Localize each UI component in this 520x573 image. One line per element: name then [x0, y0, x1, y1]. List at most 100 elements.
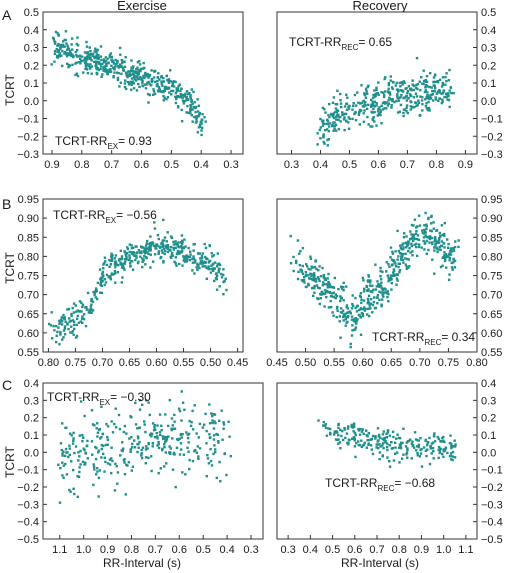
correlation-annotation: TCRT-RREX= −0.56: [53, 208, 157, 225]
data-point: [96, 467, 99, 470]
y-tick-label: −0.4: [17, 517, 39, 529]
data-point: [308, 277, 311, 280]
data-point: [186, 446, 189, 450]
data-point: [104, 443, 108, 447]
data-point: [426, 85, 429, 88]
data-point: [429, 445, 432, 448]
data-point: [342, 319, 345, 322]
data-point: [119, 53, 122, 56]
data-point: [177, 241, 180, 244]
data-point: [436, 250, 439, 254]
y-tick-label: 0.55: [481, 347, 502, 359]
data-point: [392, 269, 396, 273]
data-point: [354, 118, 358, 122]
data-point: [421, 229, 424, 232]
data-point: [114, 407, 117, 410]
data-point: [369, 125, 372, 128]
data-point: [105, 263, 109, 267]
data-point: [222, 421, 225, 424]
data-point: [61, 461, 64, 464]
y-tick-label: 0.65: [481, 309, 502, 321]
data-point: [110, 471, 113, 475]
x-tick-label: 0.8: [392, 544, 407, 556]
data-point: [451, 450, 455, 454]
data-point: [321, 290, 324, 293]
data-point: [402, 80, 405, 83]
data-point: [127, 70, 130, 73]
data-point: [108, 54, 111, 57]
data-point: [423, 228, 426, 232]
data-point: [354, 455, 357, 459]
data-point: [173, 427, 177, 430]
data-point: [222, 268, 225, 271]
data-point: [111, 58, 114, 61]
data-point: [396, 229, 399, 233]
x-tick-label: 0.9: [44, 159, 59, 171]
data-point: [123, 268, 126, 271]
data-point: [214, 261, 217, 264]
data-point: [378, 443, 381, 446]
data-point: [372, 103, 375, 107]
data-point: [381, 437, 384, 440]
data-point: [381, 298, 384, 301]
data-point: [440, 92, 443, 95]
data-point: [396, 258, 399, 261]
data-point: [373, 110, 376, 114]
data-point: [398, 443, 402, 446]
data-point: [96, 470, 99, 473]
data-point: [396, 279, 399, 282]
data-point: [430, 241, 434, 244]
data-point: [323, 108, 326, 111]
data-point: [326, 286, 329, 289]
data-point: [61, 454, 64, 457]
data-point: [96, 435, 99, 438]
data-point: [447, 278, 451, 282]
data-point: [68, 53, 71, 56]
data-point: [220, 409, 223, 412]
data-point: [444, 446, 447, 449]
data-point: [347, 438, 351, 441]
data-point: [126, 246, 129, 249]
data-point: [175, 89, 179, 93]
data-point: [213, 279, 216, 283]
data-point: [360, 301, 363, 304]
data-point: [52, 324, 55, 328]
data-point: [422, 446, 426, 449]
data-point: [189, 250, 192, 253]
data-point: [176, 87, 180, 90]
data-point: [67, 307, 71, 311]
data-point: [220, 276, 224, 279]
data-point: [182, 255, 185, 258]
data-point: [351, 437, 354, 440]
data-point: [415, 449, 418, 452]
data-point: [337, 127, 341, 131]
data-point: [441, 98, 444, 101]
data-point: [187, 246, 190, 250]
data-point: [365, 289, 369, 292]
data-point: [162, 437, 165, 441]
data-point: [92, 290, 95, 294]
correlation-annotation: TCRT-RRREC= 0.65: [289, 35, 392, 52]
data-point: [334, 110, 337, 114]
data-point: [338, 441, 342, 444]
data-point: [428, 97, 431, 101]
data-point: [144, 430, 147, 434]
data-point: [367, 294, 371, 297]
data-point: [389, 276, 393, 280]
data-point: [402, 236, 406, 239]
data-point: [106, 435, 109, 439]
data-point: [66, 48, 69, 52]
data-point: [120, 72, 123, 75]
data-point: [373, 89, 376, 92]
data-point: [401, 441, 404, 445]
data-point: [448, 252, 451, 255]
data-point: [187, 432, 191, 436]
x-axis-label-recovery: RR-Interval (s): [341, 556, 419, 570]
data-point: [130, 81, 133, 84]
data-point: [66, 44, 69, 47]
data-point: [181, 249, 184, 253]
data-point: [141, 81, 144, 85]
data-point: [103, 470, 106, 473]
data-point: [144, 263, 147, 266]
data-point: [395, 437, 398, 440]
